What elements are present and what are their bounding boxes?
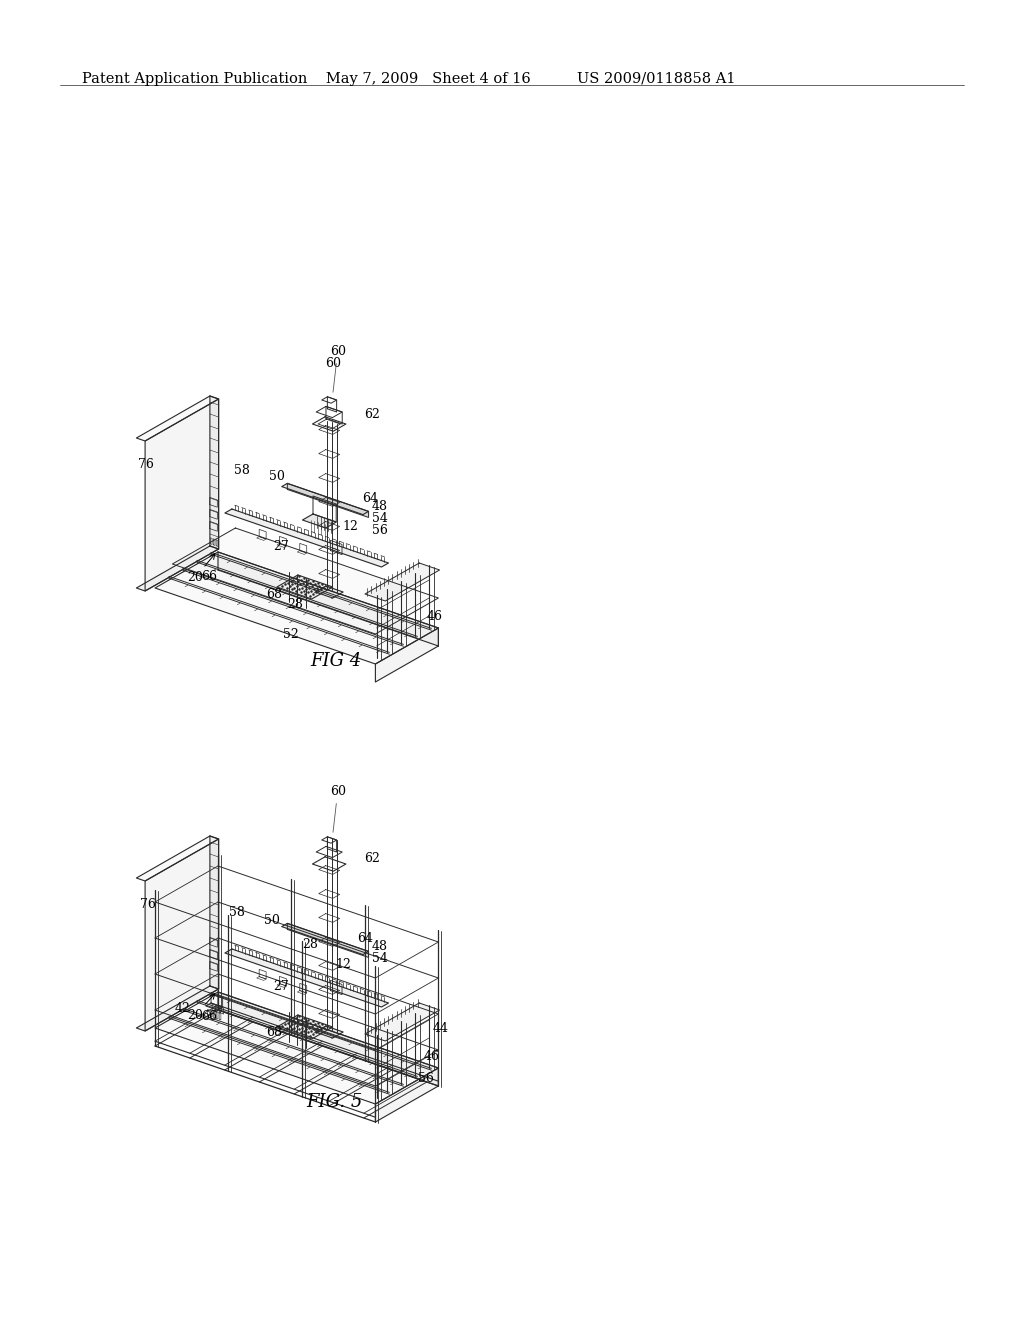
Text: 60: 60 (325, 356, 341, 370)
Polygon shape (288, 483, 369, 517)
Text: FIG 4: FIG 4 (310, 652, 361, 671)
Text: 56: 56 (418, 1072, 434, 1085)
Text: 68: 68 (266, 1027, 282, 1040)
Text: 62: 62 (365, 408, 381, 421)
Text: 46: 46 (424, 1051, 439, 1064)
Polygon shape (218, 552, 438, 645)
Polygon shape (376, 628, 438, 682)
Polygon shape (365, 1003, 439, 1041)
Text: 27: 27 (273, 540, 289, 553)
Text: 46: 46 (427, 610, 442, 623)
Text: 20: 20 (187, 994, 215, 1022)
Text: 28: 28 (287, 598, 303, 610)
Polygon shape (155, 993, 438, 1104)
Polygon shape (210, 836, 218, 989)
Polygon shape (302, 513, 336, 528)
Text: 48: 48 (372, 940, 388, 953)
Text: 28: 28 (303, 937, 318, 950)
Polygon shape (365, 564, 439, 601)
Text: 60: 60 (330, 785, 346, 832)
Text: 68: 68 (266, 589, 282, 602)
Text: Patent Application Publication    May 7, 2009   Sheet 4 of 16          US 2009/0: Patent Application Publication May 7, 20… (82, 73, 735, 86)
Polygon shape (145, 840, 218, 1031)
Text: 27: 27 (273, 981, 289, 994)
Text: 76: 76 (139, 899, 156, 912)
Polygon shape (315, 1026, 343, 1038)
Text: FIG. 5: FIG. 5 (306, 1093, 362, 1111)
Text: 66: 66 (201, 569, 217, 582)
Text: 64: 64 (356, 932, 373, 945)
Text: 66: 66 (201, 1010, 217, 1023)
Polygon shape (315, 586, 343, 598)
Polygon shape (136, 546, 218, 591)
Polygon shape (282, 483, 369, 515)
Text: 50: 50 (264, 913, 280, 927)
Text: 54: 54 (372, 511, 388, 524)
Text: 12: 12 (343, 520, 358, 532)
Text: 20: 20 (187, 554, 215, 583)
Text: 44: 44 (432, 1023, 449, 1035)
Polygon shape (145, 399, 218, 591)
Polygon shape (288, 924, 369, 957)
Text: 64: 64 (361, 491, 378, 504)
Polygon shape (136, 986, 218, 1031)
Text: 50: 50 (268, 470, 285, 483)
Text: 42: 42 (175, 1002, 190, 1015)
Polygon shape (282, 924, 369, 954)
Polygon shape (376, 1068, 438, 1122)
Polygon shape (155, 552, 438, 664)
Polygon shape (136, 396, 218, 441)
Polygon shape (225, 510, 388, 568)
Polygon shape (218, 993, 438, 1086)
Text: 76: 76 (137, 458, 154, 471)
Text: 62: 62 (365, 853, 381, 866)
Text: 56: 56 (372, 524, 388, 536)
Text: 54: 54 (372, 953, 388, 965)
Polygon shape (210, 396, 218, 549)
Text: 12: 12 (336, 957, 351, 970)
Text: 58: 58 (229, 906, 245, 919)
Text: 58: 58 (233, 463, 250, 477)
Polygon shape (276, 576, 333, 599)
Polygon shape (172, 528, 438, 634)
Polygon shape (136, 836, 218, 880)
Text: 52: 52 (283, 627, 298, 640)
Text: 48: 48 (372, 499, 388, 512)
Text: 60: 60 (330, 345, 346, 392)
Polygon shape (225, 949, 388, 1007)
Polygon shape (276, 1015, 333, 1039)
